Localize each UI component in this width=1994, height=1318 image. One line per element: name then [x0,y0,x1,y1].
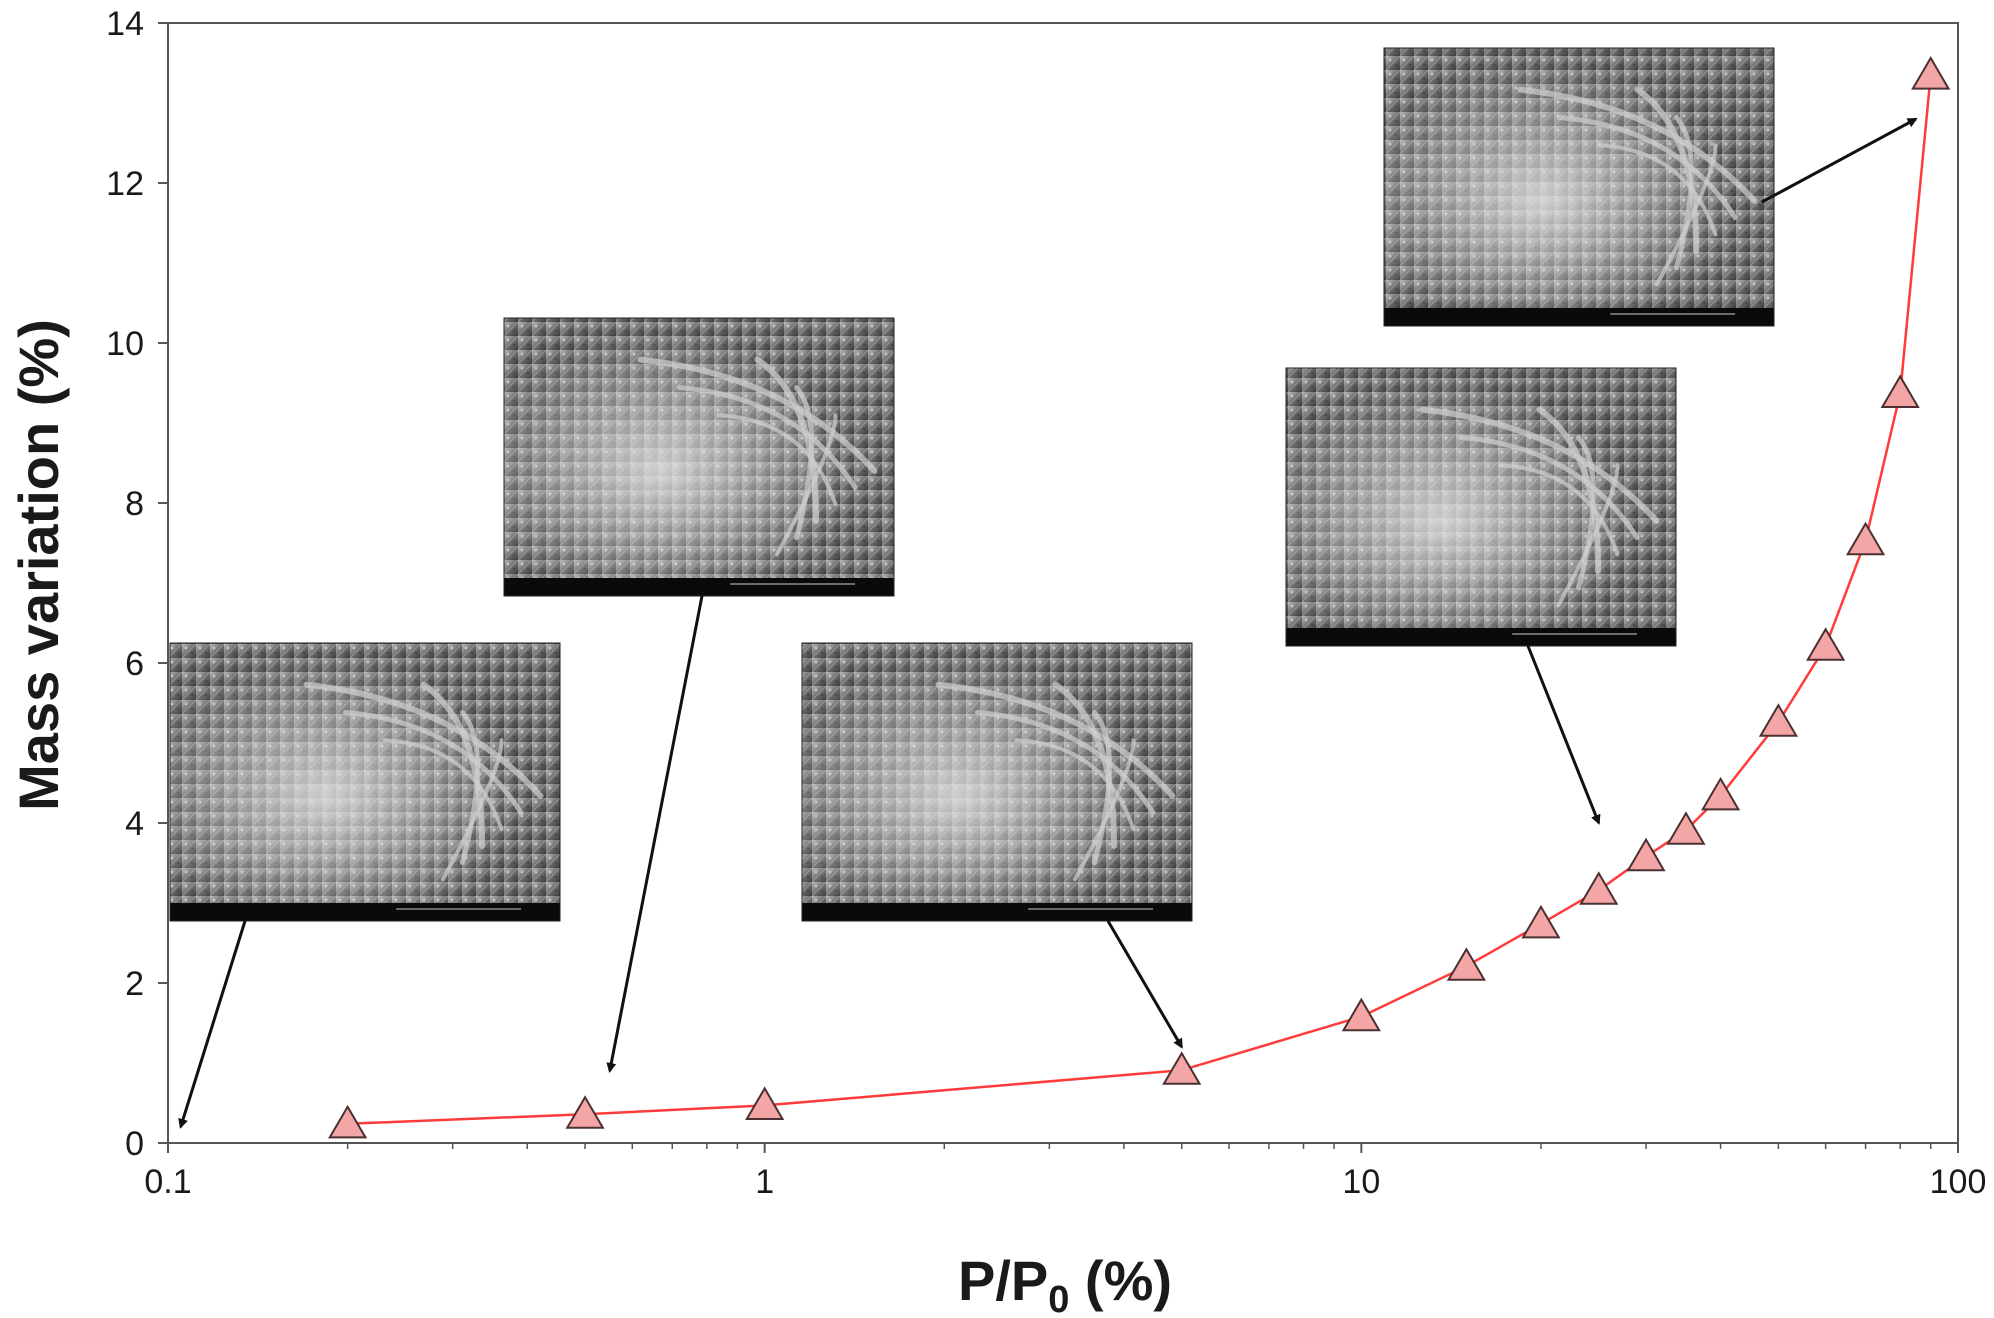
sem-info-bar [1286,628,1676,646]
sem-frame [1383,47,1775,327]
annotation-arrow [1106,920,1184,1049]
data-point [1446,947,1486,981]
data-point [745,1086,785,1120]
sem-image-3 [801,642,1193,922]
data-point [1845,521,1886,556]
y-tick-label: 10 [106,325,144,363]
x-tick-label: 0.1 [144,1163,191,1201]
data-point [1806,627,1846,661]
series-line [347,74,1932,1126]
sem-frame [503,317,895,597]
data-point [1700,776,1741,811]
plot-frame [167,22,1959,1144]
sem-frame [1285,367,1677,647]
y-tick-label: 12 [106,165,144,203]
sem-fibre [1073,738,1136,882]
sem-info-bar [504,578,894,596]
x-axis-title: P/P0 (%) [958,1249,1172,1318]
annotation-arrow [606,595,704,1073]
y-tick-label: 14 [106,5,144,43]
data-point [565,1095,605,1129]
sem-fibre [1634,86,1700,254]
y-axis-title: Mass variation (%) [7,319,70,811]
sem-insets [169,47,1775,922]
sem-fibre [1498,463,1620,557]
sem-fibre [1655,143,1718,287]
sem-highlight [802,643,1192,921]
sem-fibre [1517,86,1758,204]
sem-fibre [303,681,544,799]
sem-fibre [1092,710,1112,866]
sem-fibre [1557,463,1620,607]
sem-fibre [935,681,1176,799]
sem-image-1 [169,642,561,922]
y-tick-label: 0 [125,1125,144,1163]
sem-info-bar [1384,308,1774,326]
sem-fibre [382,738,504,832]
annotation-arrow [1761,117,1918,204]
sem-highlight [504,318,894,596]
data-point [1162,1051,1202,1085]
sem-image-4 [1285,367,1677,647]
data-point [1758,703,1798,737]
sem-fibre [1419,406,1660,524]
sem-fibre [975,710,1156,816]
sem-frame [169,642,561,922]
sem-fibre [775,413,838,557]
sem-fibre [1052,681,1118,849]
sem-highlight [170,643,560,921]
sem-fibre [441,738,504,882]
sem-highlight [1384,48,1774,326]
x-tick-label: 1 [755,1163,774,1201]
data-point [1341,997,1381,1032]
sem-fibre [1459,435,1640,541]
sem-frame [801,642,1193,922]
sem-info-bar [170,903,560,921]
sem-fibre [1536,406,1602,574]
sem-fibre [420,681,486,849]
data-point [1521,904,1561,939]
data-point [1626,837,1666,872]
annotation-arrow [178,920,247,1129]
sem-fibre [677,385,858,491]
sem-info-bar [802,903,1192,921]
axes: 0.1 1 10 100 0 2 4 6 8 10 12 14 [106,5,1986,1201]
data-point [328,1104,368,1139]
sem-fibre [1674,115,1694,271]
sem-image-5 [1383,47,1775,327]
data-point [1880,374,1920,408]
y-tick-label: 6 [125,645,144,683]
y-tick-label: 2 [125,965,144,1003]
x-tick-label: 10 [1342,1163,1380,1201]
sem-fibre [794,385,814,541]
y-tick-label: 8 [125,485,144,523]
sem-fibre [1014,738,1136,832]
sem-fibre [1557,115,1738,221]
sem-fibre [460,710,480,866]
data-point [1579,871,1619,905]
y-tick-label: 4 [125,805,144,843]
sem-fibre [754,356,820,524]
annotation-arrow [1526,645,1601,825]
sem-fibre [1596,143,1718,237]
plot-area [328,56,1951,1139]
sem-fibre [637,356,878,474]
data-point [1666,811,1706,845]
data-point [1911,56,1951,90]
sem-highlight [1286,368,1676,646]
sem-image-2 [503,317,895,597]
annotation-arrows [178,117,1918,1129]
sem-fibre [343,710,524,816]
sem-fibre [1576,435,1596,591]
sem-fibre [716,413,838,507]
x-tick-label: 100 [1930,1163,1987,1201]
